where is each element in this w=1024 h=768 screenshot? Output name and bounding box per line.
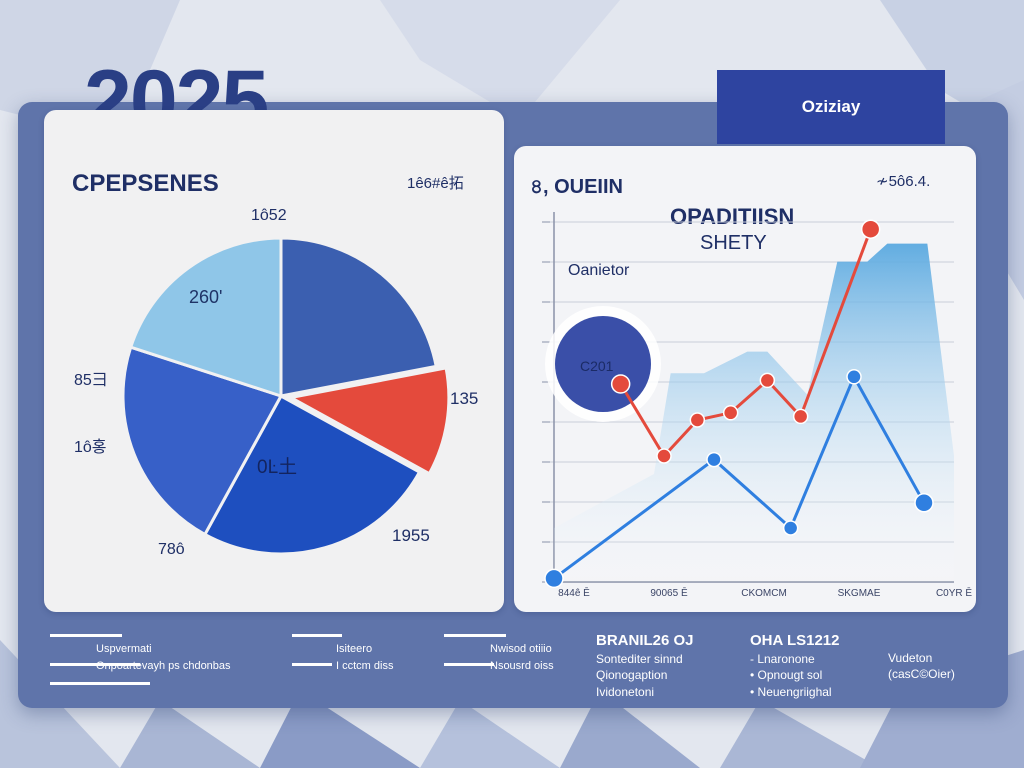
legend-bar (444, 662, 494, 666)
legend-1-line-1: Uspvermati (96, 643, 152, 655)
pie-label-bottom-left: 78ô (158, 541, 185, 558)
footer-col-3-line: (casC©Oier) (888, 667, 955, 682)
footer-col-1-title: BRANIL26 OJ (596, 632, 694, 649)
footer-col-2-line: • Neuengriighal (750, 684, 832, 699)
footer-legend-3: Nwisod otiiio Nsousrd oiss (444, 628, 594, 674)
header-tag: Oziziay (717, 70, 945, 144)
pie-label-top: 1ô52 (251, 207, 287, 224)
pie-card-title: CPEPSENES (72, 170, 219, 197)
pie-label-right: 135 (450, 389, 479, 408)
footer-col-3: Vudeton (casC©Oier) (888, 650, 955, 682)
pie-slice-light-label: 260' (189, 287, 223, 307)
legend-bar (50, 634, 122, 637)
pie-label-left-upper: 85彐 (74, 372, 108, 389)
footer-col-1-line: Ividonetoni (596, 684, 655, 699)
footer-col-2-line: • Opnougt sol (750, 668, 823, 683)
footer-legend-1: Uspvermati Onpoartevayh ps chdonbas (50, 628, 270, 691)
footer-col-2: OHA LS1212 - Lnaronone • Opnougt sol • N… (750, 631, 839, 700)
legend-2-line-1: Isiteero (336, 643, 373, 655)
line-card-top-right-label: ≁5ô6.4. (876, 173, 931, 190)
footer-col-1: BRANIL26 OJ Sontediter sinnd Qionogaptio… (596, 631, 694, 700)
legend-bar (50, 662, 140, 666)
line-card-subtitle-2: SHETY (700, 232, 767, 254)
footer-col-2-title: OHA LS1212 (750, 632, 840, 649)
pie-label-bottom-right: 1955 (392, 526, 430, 545)
pie-card-top-right-label: 1ê6#ê拓 (407, 175, 464, 192)
legend-bar (444, 634, 506, 637)
line-card-caption: Oanietor (568, 262, 630, 279)
line-bubble-label: C201 (580, 358, 614, 374)
line-card-title: ৪, OUEIIN (530, 176, 623, 198)
legend-bar (50, 681, 150, 685)
legend-bar (292, 662, 332, 666)
footer-legend-2: Isiteero I cctcm diss (292, 628, 432, 674)
footer-col-2-line: - Lnaronone (750, 652, 815, 667)
legend-1-line-2: Onpoartevayh ps chdonbas (96, 659, 231, 672)
footer-col-3-line: Vudeton (888, 651, 933, 665)
line-card-subtitle-1: OPADITIISN (670, 204, 795, 229)
legend-bar (292, 634, 342, 637)
legend-3-line-2: Nsousrd oiss (490, 659, 554, 672)
footer-col-1-line: Qionogaption (596, 668, 668, 683)
pie-label-left-lower: 1ô홍 (74, 439, 107, 456)
legend-2-line-2: I cctcm diss (336, 659, 394, 672)
footer-col-1-line: Sontediter sinnd (596, 652, 683, 667)
pie-slice-center-label: 0Ŀ土 (257, 457, 298, 478)
legend-3-line-1: Nwisod otiiio (490, 643, 552, 655)
